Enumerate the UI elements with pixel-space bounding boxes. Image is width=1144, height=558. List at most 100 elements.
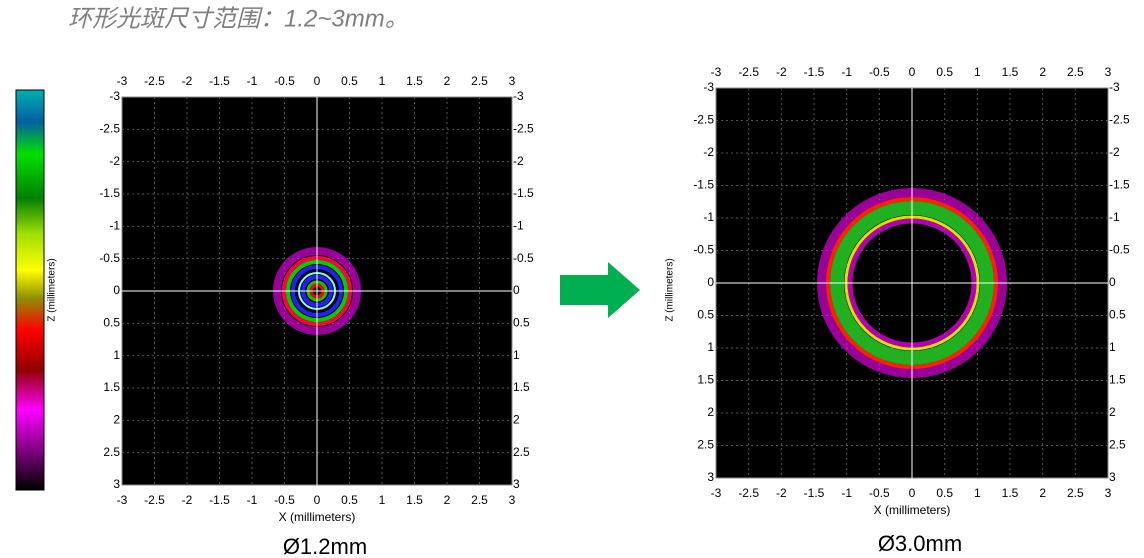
x-tick-label: -2.5 [738,65,759,79]
z-tick-label: -1.5 [693,178,714,192]
z-tick-label: 0 [707,275,714,289]
z-tick-label: 1 [513,348,520,362]
x-tick-label: -0.5 [274,74,295,88]
x-tick-label: -0.5 [274,493,295,507]
z-tick-label: -1 [109,219,120,233]
x-tick-label: -2.5 [144,74,165,88]
z-tick-label: 2.5 [513,445,530,459]
z-tick-label: 0.5 [1109,308,1126,322]
z-tick-label: 1 [1109,340,1116,354]
x-tick-label: 1.5 [406,74,423,88]
x-tick-label: 0 [909,486,916,500]
x-tick-label: -1 [247,74,258,88]
z-tick-label: 1.5 [1109,373,1126,387]
x-tick-label: 1.5 [1002,65,1019,79]
z-tick-label: 0.5 [103,316,120,330]
colorbar [15,89,45,491]
z-tick-label: -2 [1109,145,1120,159]
z-tick-label: 0 [113,283,120,297]
z-tick-label: 1.5 [513,380,530,394]
x-tick-label: -1 [841,486,852,500]
z-tick-label: -0.5 [1109,243,1130,257]
z-tick-label: 1 [707,340,714,354]
x-tick-label: 1.5 [1002,486,1019,500]
x-tick-label: 3 [1105,65,1112,79]
z-tick-label: 3 [1109,470,1116,484]
x-tick-label: 0 [909,65,916,79]
panel: -3 -3 -2.5 -2.5 -2 -2 -1.5 -1.5 -1 -1 -0.5 -0.5 0 0 0.… [47,74,534,558]
x-tick-label: -2 [182,493,193,507]
x-tick-label: 2 [1039,65,1046,79]
z-axis-label: Z (millimeters) [665,258,676,321]
z-tick-label: -1.5 [99,186,120,200]
x-tick-label: -2 [776,486,787,500]
z-tick-label: 3 [113,477,120,491]
z-tick-label: -3 [109,89,120,103]
x-tick-label: 2 [1039,486,1046,500]
z-tick-label: 1.5 [697,373,714,387]
x-tick-label: -2 [182,74,193,88]
x-tick-label: -2 [776,65,787,79]
x-tick-label: -0.5 [869,65,890,79]
x-tick-label: 1 [379,74,386,88]
z-tick-label: 2.5 [697,438,714,452]
z-tick-label: -2.5 [1109,113,1130,127]
z-tick-label: 2 [1109,405,1116,419]
caption: Ø3.0mm [878,531,962,556]
x-tick-label: -1.5 [804,65,825,79]
z-tick-label: -0.5 [513,251,534,265]
x-tick-label: -3 [711,486,722,500]
z-tick-label: 0.5 [697,308,714,322]
z-tick-label: 0 [513,283,520,297]
z-tick-label: 2 [707,405,714,419]
z-axis-label: Z (millimeters) [47,258,58,321]
x-tick-label: 3 [509,74,516,88]
z-tick-label: -1.5 [513,186,534,200]
z-tick-label: -3 [513,89,524,103]
z-tick-label: 3 [707,470,714,484]
x-tick-label: -2.5 [144,493,165,507]
z-tick-label: -2.5 [693,113,714,127]
z-tick-label: -2 [703,145,714,159]
x-tick-label: 2 [444,74,451,88]
z-tick-label: -1 [703,210,714,224]
x-tick-label: -1.5 [209,493,230,507]
x-tick-label: 0.5 [936,486,953,500]
x-axis-label: X (millimeters) [279,510,356,524]
z-tick-label: -3 [703,80,714,94]
z-tick-label: 0.5 [513,316,530,330]
x-tick-label: -0.5 [869,486,890,500]
x-tick-label: 1 [974,65,981,79]
arrow [560,262,640,318]
x-tick-label: -1 [247,493,258,507]
x-tick-label: -3 [711,65,722,79]
z-tick-label: 2.5 [103,445,120,459]
z-tick-label: 3 [513,477,520,491]
x-tick-label: 0.5 [341,493,358,507]
z-tick-label: 0 [1109,275,1116,289]
x-tick-label: 2.5 [471,74,488,88]
z-tick-label: 1 [113,348,120,362]
z-tick-label: -2.5 [99,122,120,136]
z-tick-label: -3 [1109,80,1120,94]
x-tick-label: 3 [1105,486,1112,500]
z-tick-label: 2.5 [1109,438,1126,452]
x-tick-label: -3 [117,493,128,507]
z-tick-label: -0.5 [693,243,714,257]
z-tick-label: -0.5 [99,251,120,265]
z-tick-label: 2 [513,413,520,427]
z-tick-label: -2 [109,154,120,168]
x-tick-label: 0 [314,493,321,507]
x-tick-label: 1 [379,493,386,507]
x-tick-label: 0 [314,74,321,88]
x-tick-label: -2.5 [738,486,759,500]
panel: -3-3-2.5-2.5-2-2-1.5-1.5-1-1-0.5-0.5000.… [665,65,1130,556]
x-tick-label: 0.5 [936,65,953,79]
x-tick-label: 2.5 [1067,65,1084,79]
caption: Ø1.2mm [283,534,367,558]
x-tick-label: -1.5 [209,74,230,88]
slide-title: 环形光斑尺寸范围：1.2~3mm。 [68,5,409,32]
z-tick-label: -1 [513,219,524,233]
x-tick-label: 2.5 [471,493,488,507]
